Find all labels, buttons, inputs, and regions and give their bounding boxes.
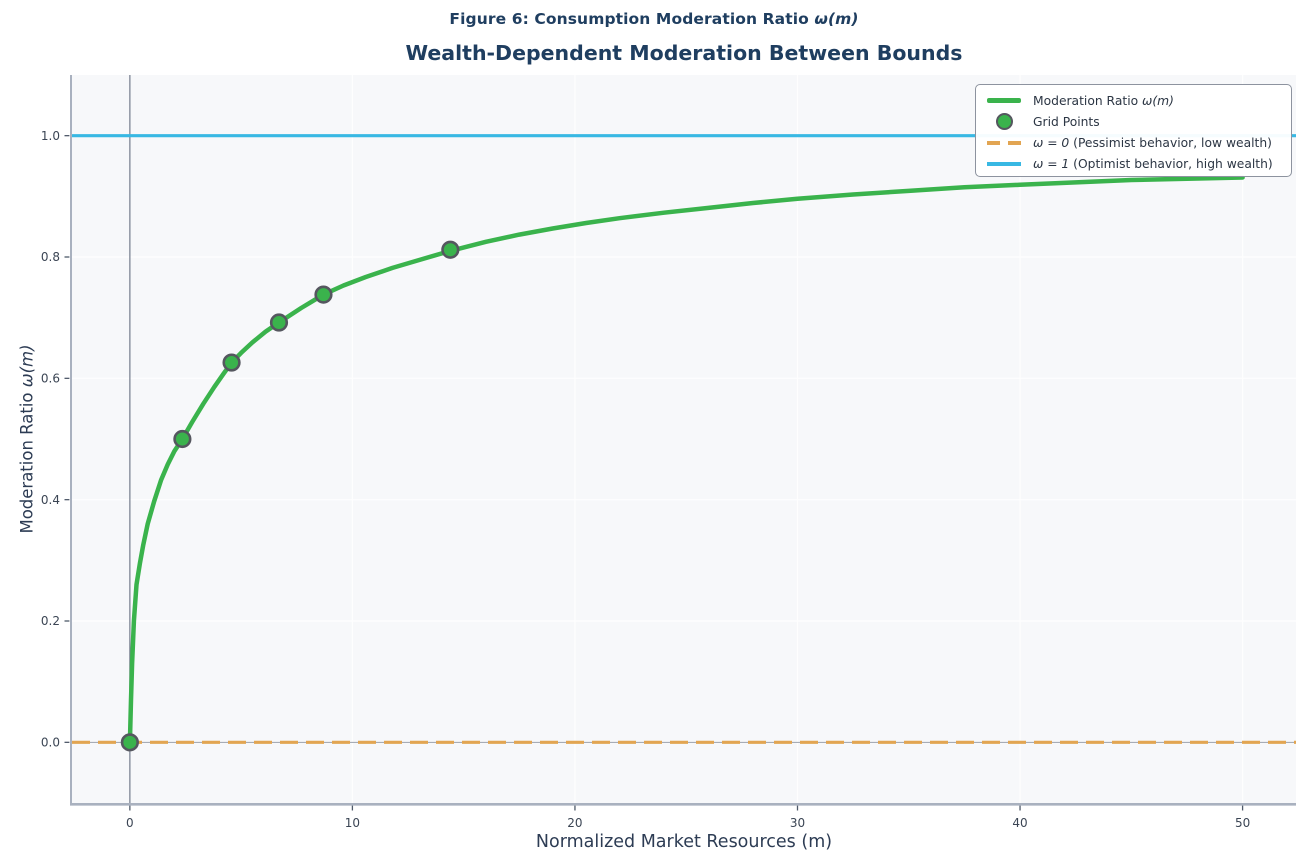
legend-item-omega-1: ω = 1 (Optimist behavior, high wealth) xyxy=(987,154,1291,175)
y-axis-label-text: Moderation Ratio xyxy=(17,387,37,534)
y-tick-label: 1.0 xyxy=(41,129,60,143)
x-tick-label: 20 xyxy=(567,816,582,830)
grid-point-marker xyxy=(173,429,192,449)
x-tick-label: 50 xyxy=(1235,816,1250,830)
grid-point-marker xyxy=(314,285,333,304)
figure-suptitle: Figure 6: Consumption Moderation Ratio ω… xyxy=(0,10,1308,28)
grid-point-marker xyxy=(222,353,241,372)
orange-dashed-swatch xyxy=(987,141,1021,145)
y-tick-label: 0.8 xyxy=(41,250,60,264)
y-axis-label: Moderation Ratio ω(m) xyxy=(18,344,37,533)
y-axis-label-math: ω(m) xyxy=(17,344,37,388)
x-axis-label: Normalized Market Resources (m) xyxy=(535,832,833,852)
axes-title: Wealth-Dependent Moderation Between Boun… xyxy=(405,41,963,65)
figure-suptitle-math: ω(m) xyxy=(814,10,859,28)
green-line-swatch xyxy=(987,98,1021,103)
legend: Moderation Ratio ω(m) Grid Points ω = 0 … xyxy=(975,84,1292,177)
plot-background xyxy=(72,75,1296,803)
y-tick-label: 0.4 xyxy=(41,493,60,507)
legend-item-omega-0: ω = 0 (Pessimist behavior, low wealth) xyxy=(987,132,1291,153)
green-marker-swatch xyxy=(987,113,1021,131)
y-tick-label: 0.0 xyxy=(41,736,60,750)
x-tick-label: 30 xyxy=(790,816,805,830)
legend-label: Grid Points xyxy=(1033,114,1100,129)
moderation-ratio-curve xyxy=(127,175,1245,745)
x-tick-label: 10 xyxy=(345,816,360,830)
legend-label: ω = 0 (Pessimist behavior, low wealth) xyxy=(1033,135,1272,150)
x-tick-label: 40 xyxy=(1012,816,1027,830)
y-tick-label: 0.2 xyxy=(41,614,60,628)
legend-label: ω = 1 (Optimist behavior, high wealth) xyxy=(1033,157,1273,172)
grid-point-marker xyxy=(269,313,289,332)
blue-line-swatch xyxy=(987,162,1021,166)
figure-suptitle-text: Figure 6: Consumption Moderation Ratio xyxy=(449,10,815,28)
legend-item-grid-points: Grid Points xyxy=(987,111,1291,132)
legend-item-moderation-ratio: Moderation Ratio ω(m) xyxy=(987,90,1291,111)
x-tick-label: 0 xyxy=(126,816,134,830)
y-tick-label: 0.6 xyxy=(41,372,60,386)
legend-label: Moderation Ratio ω(m) xyxy=(1033,93,1174,108)
grid-point-marker xyxy=(441,240,460,259)
grid-point-marker xyxy=(120,733,139,752)
